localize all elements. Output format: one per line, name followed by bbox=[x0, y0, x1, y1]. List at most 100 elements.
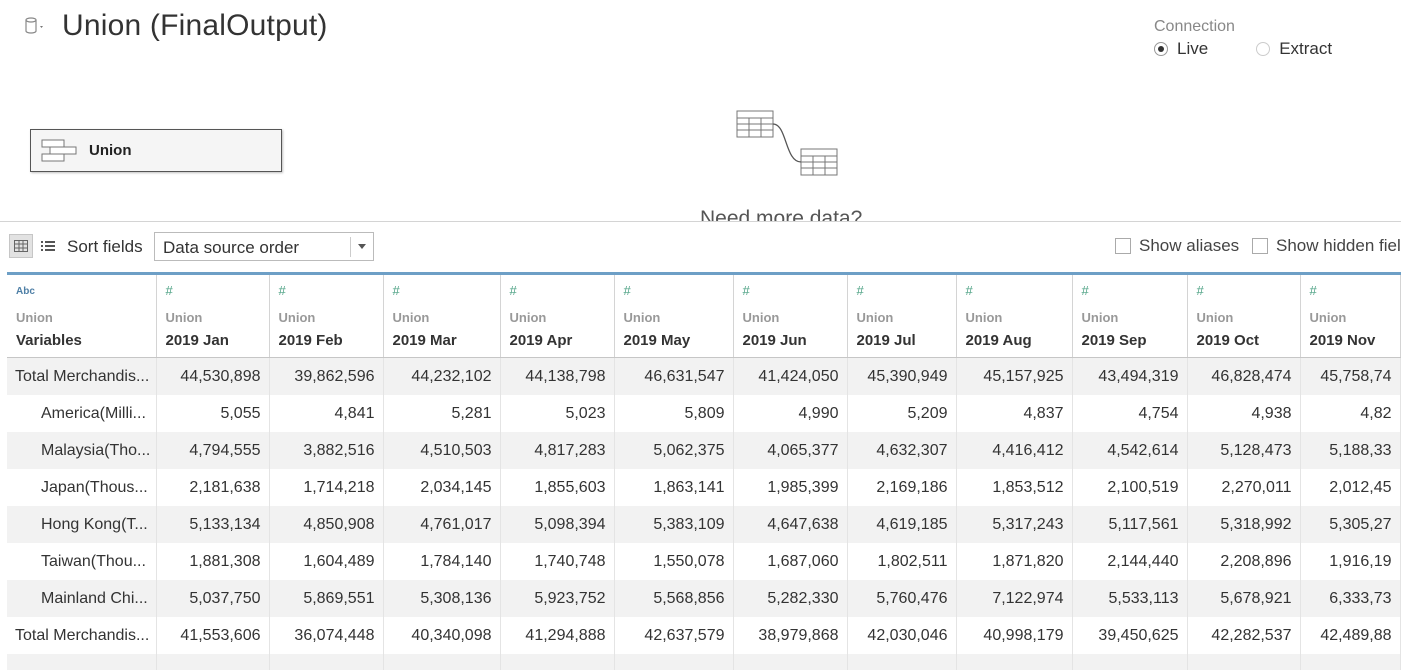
column-header[interactable]: # Union 2019 Jan bbox=[156, 275, 270, 358]
column-source: Union bbox=[1196, 310, 1234, 325]
number-type-icon[interactable]: # bbox=[1196, 283, 1204, 298]
number-type-icon[interactable]: # bbox=[623, 283, 631, 298]
table-cell bbox=[847, 654, 957, 670]
connection-live-radio[interactable]: Live bbox=[1154, 39, 1208, 59]
string-type-icon[interactable]: Abc bbox=[16, 286, 35, 297]
column-source: Union bbox=[278, 310, 316, 325]
show-hidden-fields-checkbox[interactable]: Show hidden fiel bbox=[1252, 236, 1401, 256]
union-icon bbox=[41, 138, 79, 164]
column-source: Union bbox=[856, 310, 894, 325]
table-cell: 41,553,606 bbox=[156, 617, 270, 654]
column-name[interactable]: 2019 May bbox=[623, 332, 691, 349]
table-cell: 1,604,489 bbox=[269, 543, 384, 580]
column-header[interactable]: # Union 2019 Jun bbox=[733, 275, 848, 358]
column-source: Union bbox=[623, 310, 661, 325]
column-header[interactable]: # Union 2019 Oct bbox=[1187, 275, 1301, 358]
column-header[interactable]: # Union 2019 Aug bbox=[956, 275, 1073, 358]
number-type-icon[interactable]: # bbox=[856, 283, 864, 298]
column-name[interactable]: 2019 Apr bbox=[509, 332, 573, 349]
row-label-cell: Total Merchandis... bbox=[7, 617, 157, 654]
table-cell: 39,450,625 bbox=[1072, 617, 1188, 654]
column-name[interactable]: 2019 Oct bbox=[1196, 332, 1260, 349]
radio-selected-icon bbox=[1154, 42, 1168, 56]
table-row: Malaysia(Tho... 4,794,555 3,882,516 4,510,5… bbox=[7, 432, 1401, 469]
table-cell bbox=[269, 654, 384, 670]
column-name[interactable]: 2019 Nov bbox=[1309, 332, 1376, 349]
table-cell: 5,678,921 bbox=[1187, 580, 1301, 617]
table-cell: 1,916,19 bbox=[1300, 543, 1401, 580]
number-type-icon[interactable]: # bbox=[1309, 283, 1317, 298]
table-cell: 5,281 bbox=[383, 395, 501, 432]
list-view-icon bbox=[41, 241, 55, 251]
table-cell bbox=[614, 654, 734, 670]
column-header[interactable]: Abc Union Variables bbox=[7, 275, 157, 358]
column-name[interactable]: 2019 Jan bbox=[165, 332, 229, 349]
table-row: Taiwan(Thou... 1,881,308 1,604,489 1,784,14… bbox=[7, 543, 1401, 580]
table-row: Hong Kong(T... 5,133,134 4,850,908 4,761,01… bbox=[7, 506, 1401, 543]
table-cell: 46,631,547 bbox=[614, 357, 734, 395]
number-type-icon[interactable]: # bbox=[392, 283, 400, 298]
table-cell: 36,074,448 bbox=[269, 617, 384, 654]
table-cell bbox=[500, 654, 615, 670]
sort-fields-dropdown[interactable]: Data source order bbox=[154, 232, 374, 261]
table-cell: 4,837 bbox=[956, 395, 1073, 432]
table-cell: 5,117,561 bbox=[1072, 506, 1188, 543]
table-row: Total Merchandis... 41,553,606 36,074,448 4… bbox=[7, 617, 1401, 654]
dropdown-separator bbox=[350, 237, 351, 257]
column-name[interactable]: 2019 Sep bbox=[1081, 332, 1147, 349]
column-name[interactable]: 2019 Feb bbox=[278, 332, 343, 349]
table-cell: 2,270,011 bbox=[1187, 469, 1301, 506]
table-row: America(Milli... 5,055 4,841 5,281 5,023 5,80… bbox=[7, 395, 1401, 432]
table-cell: 2,100,519 bbox=[1072, 469, 1188, 506]
column-name[interactable]: 2019 Mar bbox=[392, 332, 457, 349]
table-cell: 5,037,750 bbox=[156, 580, 270, 617]
number-type-icon[interactable]: # bbox=[278, 283, 286, 298]
database-icon[interactable] bbox=[24, 15, 46, 37]
table-cell: 40,340,098 bbox=[383, 617, 501, 654]
column-source: Union bbox=[509, 310, 547, 325]
table-cell: 1,802,511 bbox=[847, 543, 957, 580]
column-header[interactable]: # Union 2019 Apr bbox=[500, 275, 615, 358]
table-cell: 3,882,516 bbox=[269, 432, 384, 469]
column-name[interactable]: 2019 Jun bbox=[742, 332, 807, 349]
column-header[interactable]: # Union 2019 Mar bbox=[383, 275, 501, 358]
table-cell: 4,794,555 bbox=[156, 432, 270, 469]
union-table-node[interactable]: Union bbox=[30, 129, 282, 172]
table-cell: 5,869,551 bbox=[269, 580, 384, 617]
connection-extract-radio[interactable]: Extract bbox=[1256, 39, 1332, 59]
sort-fields-value: Data source order bbox=[163, 238, 300, 257]
column-header[interactable]: # Union 2019 Feb bbox=[269, 275, 384, 358]
column-header[interactable]: # Union 2019 Jul bbox=[847, 275, 957, 358]
table-cell: 4,850,908 bbox=[269, 506, 384, 543]
column-header[interactable]: # Union 2019 May bbox=[614, 275, 734, 358]
table-cell: 42,489,88 bbox=[1300, 617, 1401, 654]
column-header[interactable]: # Union 2019 Nov bbox=[1300, 275, 1401, 358]
table-cell: 6,333,73 bbox=[1300, 580, 1401, 617]
data-grid: Abc Union Variables # Union 2019 Jan # Union 201… bbox=[7, 272, 1401, 670]
column-name[interactable]: 2019 Jul bbox=[856, 332, 916, 349]
datasource-title[interactable]: Union (FinalOutput) bbox=[62, 9, 328, 42]
table-cell: 43,494,319 bbox=[1072, 357, 1188, 395]
number-type-icon[interactable]: # bbox=[742, 283, 750, 298]
table-row: Japan(Thous... 2,181,638 1,714,218 2,034,14… bbox=[7, 469, 1401, 506]
column-header[interactable]: # Union 2019 Sep bbox=[1072, 275, 1188, 358]
column-name[interactable]: 2019 Aug bbox=[965, 332, 1032, 349]
table-cell: 1,853,512 bbox=[956, 469, 1073, 506]
number-type-icon[interactable]: # bbox=[509, 283, 517, 298]
number-type-icon[interactable]: # bbox=[1081, 283, 1089, 298]
table-cell: 4,82 bbox=[1300, 395, 1401, 432]
table-cell: 1,985,399 bbox=[733, 469, 848, 506]
list-view-button[interactable] bbox=[36, 234, 60, 258]
show-hidden-fields-label: Show hidden fiel bbox=[1276, 236, 1401, 255]
connection-panel: Connection Live Extract bbox=[1154, 18, 1380, 59]
grid-view-button[interactable] bbox=[9, 234, 33, 258]
table-cell: 42,637,579 bbox=[614, 617, 734, 654]
number-type-icon[interactable]: # bbox=[965, 283, 973, 298]
table-cell: 4,510,503 bbox=[383, 432, 501, 469]
table-cell: 4,990 bbox=[733, 395, 848, 432]
table-cell: 39,862,596 bbox=[269, 357, 384, 395]
show-aliases-checkbox[interactable]: Show aliases bbox=[1115, 236, 1239, 256]
table-cell: 42,030,046 bbox=[847, 617, 957, 654]
column-name[interactable]: Variables bbox=[16, 332, 82, 349]
number-type-icon[interactable]: # bbox=[165, 283, 173, 298]
